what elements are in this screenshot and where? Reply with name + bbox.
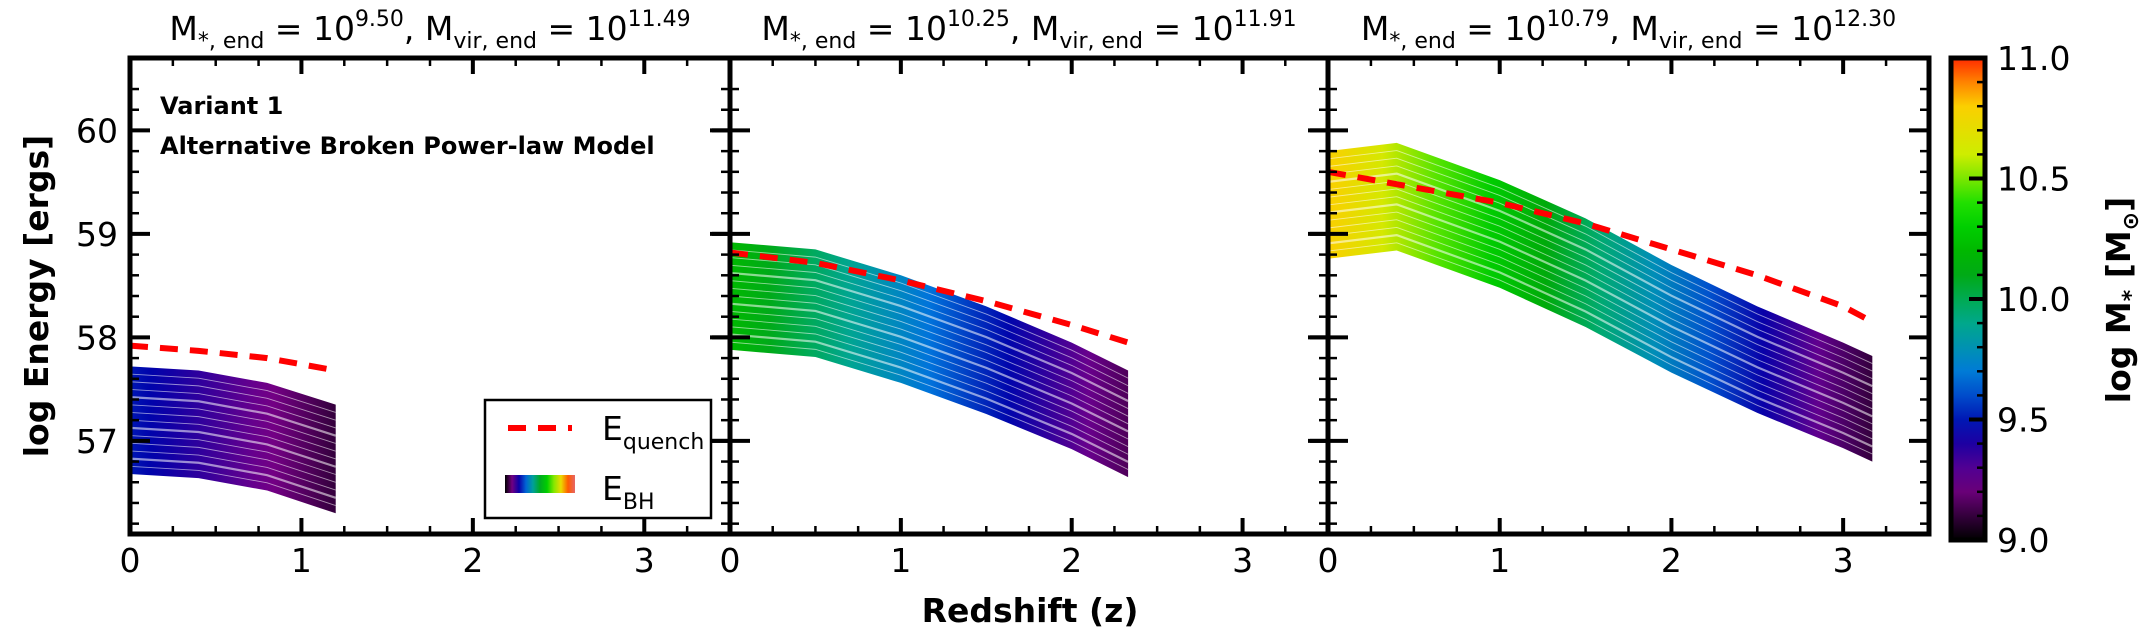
y-axis-label: log Energy [ergs] xyxy=(17,135,56,458)
bh-track-line xyxy=(729,333,1129,463)
bh-track-line xyxy=(1327,233,1873,448)
bh-track-line xyxy=(129,412,336,452)
quench-energy-line xyxy=(129,342,337,374)
bh-track-line xyxy=(129,373,336,413)
x-tick-label: 0 xyxy=(1318,541,1339,580)
bh-energy-band xyxy=(130,366,336,514)
y-tick-label: 58 xyxy=(76,318,118,357)
bh-track-line xyxy=(129,419,336,460)
colorbar-tick-label: 11.0 xyxy=(1997,39,2070,78)
bh-track-line xyxy=(729,341,1129,470)
colorbar-tick-label: 9.0 xyxy=(1997,521,2049,560)
x-tick-label: 1 xyxy=(1489,541,1510,580)
bh-track-line xyxy=(729,318,1129,448)
quench-energy-line xyxy=(729,249,1129,346)
legend-bh-swatch xyxy=(505,475,575,493)
bh-track-line xyxy=(129,426,337,468)
colorbar-label: log M* [M⊙] xyxy=(2099,197,2142,403)
y-tick-label: 59 xyxy=(76,215,118,254)
x-tick-label: 0 xyxy=(720,541,741,580)
panel-2: 0 1 2 3 M*, end = 1010.25, Mvir, end = 1011.… xyxy=(712,7,1331,580)
bh-energy-band xyxy=(1328,142,1873,462)
bh-track-line xyxy=(1327,203,1873,418)
bh-track-line xyxy=(729,287,1129,417)
annotation-model: Alternative Broken Power-law Model xyxy=(160,132,655,160)
legend-label: EBH xyxy=(602,469,655,515)
bh-track-line xyxy=(129,450,336,491)
bh-energy-band xyxy=(730,242,1129,478)
bh-track-line xyxy=(129,442,336,483)
x-tick-label: 3 xyxy=(634,541,655,580)
bh-track-line xyxy=(1327,180,1873,395)
bh-track-line xyxy=(729,295,1129,425)
y-tick-label: 57 xyxy=(76,422,118,461)
bh-track-line xyxy=(129,457,337,499)
x-tick-label: 3 xyxy=(1232,541,1253,580)
x-axis-label: Redshift (z) xyxy=(922,591,1139,630)
bh-track-line xyxy=(1327,219,1873,432)
bh-track-line xyxy=(1327,242,1873,455)
colorbar-tick-label: 10.0 xyxy=(1997,280,2070,319)
bh-track-line xyxy=(129,381,336,421)
bh-track-line xyxy=(729,280,1129,409)
y-tick-label: 60 xyxy=(76,111,118,150)
colorbar-tick-label: 9.5 xyxy=(1997,401,2049,440)
bh-track-line xyxy=(129,388,336,429)
panel-title: M*, end = 1010.25, Mvir, end = 1011.91 xyxy=(761,7,1296,54)
bh-track-line xyxy=(129,404,336,444)
annotation-variant: Variant 1 xyxy=(160,92,283,120)
bh-track-line xyxy=(1327,172,1873,388)
colorbar: 9.0 9.5 10.0 10.5 11.0 log M* [M⊙] xyxy=(1948,39,2142,560)
bh-track-line xyxy=(729,326,1129,455)
x-tick-label: 1 xyxy=(890,541,911,580)
bh-track-line xyxy=(729,249,1129,379)
x-tick-label: 2 xyxy=(1661,541,1682,580)
bh-track-line xyxy=(129,465,336,506)
x-tick-label: 3 xyxy=(1833,541,1854,580)
bh-track-line xyxy=(129,396,337,437)
legend-box xyxy=(483,398,713,520)
bh-track-line xyxy=(1327,157,1873,372)
bh-track-line xyxy=(129,435,336,475)
colorbar-tick-label: 10.5 xyxy=(1997,160,2070,199)
bh-track-line xyxy=(1327,211,1873,425)
x-tick-label: 1 xyxy=(291,541,312,580)
bh-track-line xyxy=(729,271,1129,402)
panel-title: M*, end = 109.50, Mvir, end = 1011.49 xyxy=(169,7,690,54)
bh-track-line xyxy=(1327,226,1873,440)
x-tick-label: 2 xyxy=(462,541,483,580)
bh-track-line xyxy=(729,302,1129,433)
bh-track-line xyxy=(1327,188,1873,402)
bh-track-line xyxy=(1327,196,1873,410)
quench-energy-line xyxy=(1327,168,1874,325)
legend: Equench EBH xyxy=(483,398,713,520)
panel-1: 0 1 2 3 57 58 59 60 M*, end = 109.50, Mvir, end … xyxy=(76,7,733,580)
x-tick-label: 2 xyxy=(1061,541,1082,580)
bh-track-line xyxy=(1327,150,1873,364)
panel-title: M*, end = 1010.79, Mvir, end = 1012.30 xyxy=(1361,7,1896,54)
bh-track-line xyxy=(729,264,1129,394)
panel-3: 0 1 2 3 M*, end = 1010.79, Mvir, end = 1012.… xyxy=(1310,7,1932,580)
x-tick-label: 0 xyxy=(120,541,141,580)
bh-track-line xyxy=(729,310,1129,440)
legend-label: Equench xyxy=(602,409,704,455)
bh-track-line xyxy=(1327,165,1873,380)
